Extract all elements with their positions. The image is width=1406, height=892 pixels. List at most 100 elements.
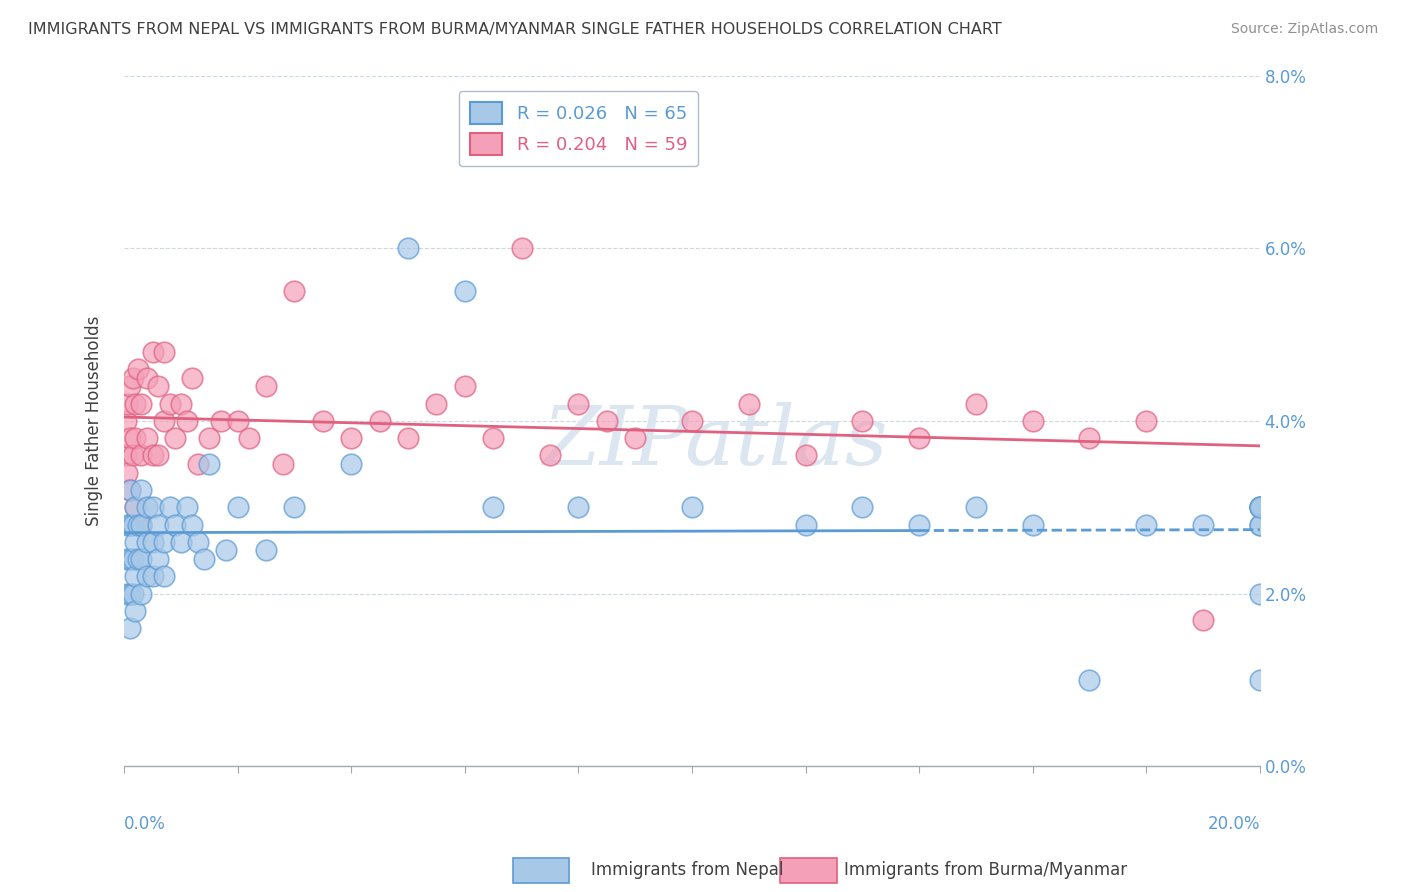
Point — [908, 431, 931, 445]
Point — [127, 517, 149, 532]
Point — [596, 414, 619, 428]
Point — [1249, 500, 1271, 515]
Point — [283, 500, 305, 515]
Point — [127, 552, 149, 566]
Point — [1249, 517, 1271, 532]
Point — [1021, 517, 1043, 532]
Point — [129, 397, 152, 411]
Text: 0.0%: 0.0% — [124, 814, 166, 832]
Point — [129, 517, 152, 532]
Point — [115, 552, 138, 566]
Point — [129, 586, 152, 600]
Point — [254, 379, 277, 393]
Point — [124, 604, 146, 618]
Point — [121, 586, 143, 600]
Point — [148, 517, 170, 532]
Point — [124, 500, 146, 515]
Point — [129, 517, 152, 532]
Point — [1192, 613, 1215, 627]
Point — [283, 285, 305, 299]
Point — [624, 431, 647, 445]
Point — [396, 241, 419, 255]
Point — [118, 483, 141, 497]
Point — [1249, 517, 1271, 532]
Point — [165, 517, 187, 532]
Point — [159, 397, 181, 411]
Point — [124, 500, 146, 515]
Text: ZIPatlas: ZIPatlas — [541, 401, 887, 482]
Text: 20.0%: 20.0% — [1208, 814, 1260, 832]
Point — [1078, 673, 1101, 687]
Legend: R = 0.026   N = 65, R = 0.204   N = 59: R = 0.026 N = 65, R = 0.204 N = 59 — [458, 92, 697, 166]
Text: Source: ZipAtlas.com: Source: ZipAtlas.com — [1230, 22, 1378, 37]
Point — [538, 449, 561, 463]
Point — [1249, 500, 1271, 515]
Point — [176, 500, 198, 515]
Point — [851, 414, 873, 428]
Point — [141, 344, 163, 359]
Point — [141, 569, 163, 583]
Point — [118, 517, 141, 532]
Point — [159, 500, 181, 515]
Point — [254, 543, 277, 558]
Point — [681, 414, 703, 428]
Point — [187, 457, 209, 471]
Point — [129, 552, 152, 566]
Point — [176, 414, 198, 428]
Point — [148, 379, 170, 393]
Point — [129, 483, 152, 497]
Point — [271, 457, 294, 471]
Point — [567, 397, 589, 411]
Point — [135, 534, 157, 549]
Point — [238, 431, 260, 445]
Point — [115, 397, 138, 411]
Point — [135, 500, 157, 515]
Y-axis label: Single Father Households: Single Father Households — [86, 316, 103, 526]
Point — [114, 449, 136, 463]
Point — [124, 397, 146, 411]
Point — [1249, 500, 1271, 515]
Point — [454, 285, 477, 299]
Point — [209, 414, 232, 428]
Point — [135, 370, 157, 384]
Point — [1078, 431, 1101, 445]
Point — [148, 552, 170, 566]
Point — [1192, 517, 1215, 532]
Point — [170, 397, 193, 411]
Point — [1135, 414, 1157, 428]
Point — [141, 534, 163, 549]
Point — [215, 543, 238, 558]
Point — [153, 344, 176, 359]
Point — [794, 449, 817, 463]
Point — [567, 500, 589, 515]
Point — [965, 500, 987, 515]
Point — [226, 500, 249, 515]
Point — [153, 414, 176, 428]
Point — [121, 552, 143, 566]
Point — [340, 431, 363, 445]
Point — [340, 457, 363, 471]
Point — [115, 586, 138, 600]
Point — [118, 621, 141, 635]
Point — [121, 449, 143, 463]
Point — [121, 370, 143, 384]
Point — [198, 431, 221, 445]
Point — [738, 397, 761, 411]
Text: Immigrants from Nepal: Immigrants from Nepal — [591, 861, 783, 879]
Point — [124, 534, 146, 549]
Point — [482, 500, 505, 515]
Point — [454, 379, 477, 393]
Point — [1021, 414, 1043, 428]
Point — [148, 449, 170, 463]
Point — [118, 379, 141, 393]
Point — [181, 370, 204, 384]
Point — [1249, 673, 1271, 687]
Point — [124, 569, 146, 583]
Point — [368, 414, 391, 428]
Point — [118, 431, 141, 445]
Point — [165, 431, 187, 445]
Point — [312, 414, 335, 428]
Point — [482, 431, 505, 445]
Point — [153, 569, 176, 583]
Point — [141, 449, 163, 463]
